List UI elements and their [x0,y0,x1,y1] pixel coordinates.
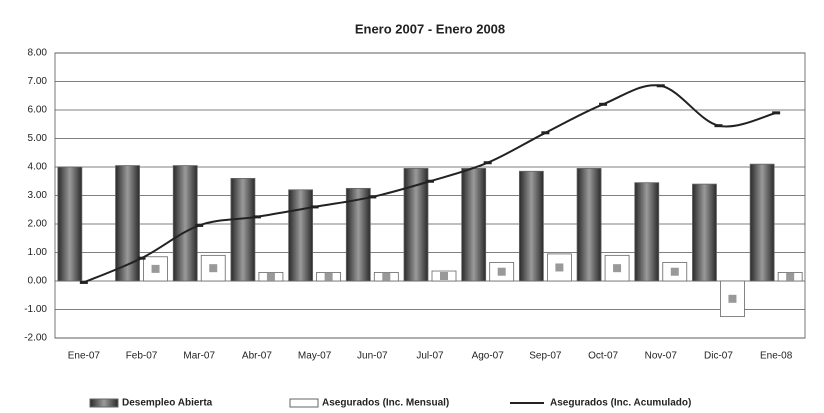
bar-decor [440,272,448,281]
bar-decor [728,294,737,303]
y-tick-label: 7.00 [28,76,48,87]
line-marker [310,205,319,209]
bar [461,168,487,282]
x-tick-label: Ene-07 [68,351,101,362]
x-tick-label: Sep-07 [529,351,562,362]
x-tick-label: Feb-07 [126,351,158,362]
legend-swatch [89,398,119,408]
y-tick-label: 4.00 [28,162,48,173]
bar-decor [555,263,564,272]
bar-decor [209,264,218,273]
x-tick-label: May-07 [298,351,332,362]
bar [749,163,775,282]
bar [692,183,717,282]
bar [57,166,83,282]
bar [576,168,602,282]
line-marker [483,161,492,165]
bar-decor [382,272,391,281]
bar [345,187,371,282]
line-marker [195,223,204,227]
line-marker [426,179,434,183]
x-tick-label: Nov-07 [645,351,678,362]
bar-decor [266,272,275,281]
bar-decor [786,272,795,281]
line-marker [541,131,550,135]
x-tick-label: Mar-07 [183,351,215,362]
legend-label: Asegurados (Inc. Acumulado) [550,398,691,409]
y-tick-label: 0.00 [28,276,48,287]
bar-decor [324,272,333,281]
y-tick-label: 6.00 [28,105,48,116]
y-tick-label: -2.00 [24,333,47,344]
legend-label: Asegurados (Inc. Mensual) [322,398,449,409]
bar [288,189,314,282]
x-tick-label: Jun-07 [357,351,388,362]
x-tick-label: Jul-07 [416,351,444,362]
y-tick-label: 2.00 [28,219,48,230]
line-marker [714,124,723,128]
x-tick-label: Ago-07 [472,351,505,362]
x-tick-label: Dic-07 [704,351,733,362]
y-tick-label: 5.00 [28,133,48,144]
legend-swatch [289,398,319,408]
y-tick-label: 1.00 [28,247,48,258]
x-tick-label: Oct-07 [588,351,618,362]
line-marker [772,111,781,115]
bar [172,165,198,282]
line-marker [79,280,88,284]
x-tick-label: Abr-07 [242,351,272,362]
bar [634,182,660,282]
chart-title: Enero 2007 - Enero 2008 [355,21,505,36]
y-tick-label: -1.00 [24,304,47,315]
legend-label: Desempleo Abierta [122,398,213,409]
line-marker [599,102,608,106]
bar [518,170,544,282]
line-marker [137,256,146,260]
line-marker [656,84,665,88]
line-marker [252,215,261,219]
bar-decor [151,264,160,273]
line-marker [368,195,377,199]
bar [230,177,256,282]
bar-decor [613,264,622,273]
y-tick-label: 8.00 [28,48,48,59]
bar-decor [670,267,679,276]
bar-decor [497,267,506,276]
x-tick-label: Ene-08 [760,351,793,362]
y-tick-label: 3.00 [28,190,48,201]
